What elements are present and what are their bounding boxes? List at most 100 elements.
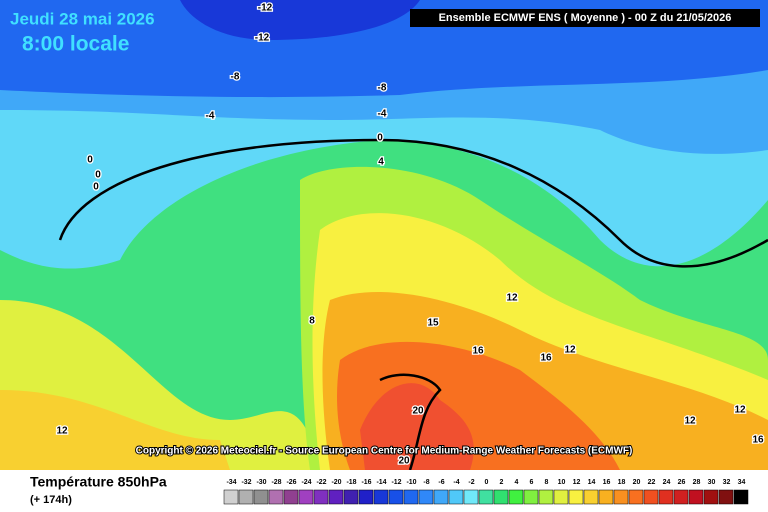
colorbar-label: 18	[618, 479, 626, 486]
contour-label: 12	[684, 416, 696, 427]
colorbar-label: 34	[738, 479, 746, 486]
twenty-isotherm	[379, 373, 442, 471]
colorbar-swatch	[478, 489, 494, 505]
colorbar-swatch	[613, 489, 629, 505]
colorbar-label: -22	[316, 479, 326, 486]
colorbar-swatch	[448, 489, 464, 505]
colorbar-label: 20	[633, 479, 641, 486]
colorbar-swatch	[328, 489, 344, 505]
lead-time: (+ 174h)	[30, 494, 72, 506]
colorbar-label: -32	[241, 479, 251, 486]
colorbar-swatch	[253, 489, 269, 505]
colorbar-swatch	[298, 489, 314, 505]
colorbar-swatch	[418, 489, 434, 505]
colorbar-swatch	[223, 489, 239, 505]
zero-isotherm	[58, 138, 768, 268]
colorbar-swatch	[628, 489, 644, 505]
colorbar-label: 4	[515, 479, 519, 486]
colorbar-label: 0	[485, 479, 489, 486]
colorbar-label: 10	[558, 479, 566, 486]
colorbar-swatch	[643, 489, 659, 505]
colorbar-label: 26	[678, 479, 686, 486]
contour-label: 15	[427, 318, 439, 329]
colorbar-label: 32	[723, 479, 731, 486]
contour-label: -8	[231, 72, 240, 83]
colorbar-label: -24	[301, 479, 311, 486]
colorbar-label: -6	[438, 479, 444, 486]
contour-label: 16	[540, 353, 552, 364]
colorbar-label: 28	[693, 479, 701, 486]
colorbar-swatch	[598, 489, 614, 505]
colorbar-swatch	[658, 489, 674, 505]
colorbar-label: -30	[256, 479, 266, 486]
colorbar-label: 2	[500, 479, 504, 486]
colorbar-label: -12	[391, 479, 401, 486]
contour-label: -4	[206, 111, 215, 122]
colorbar-label: 30	[708, 479, 716, 486]
header-box	[410, 9, 760, 27]
colorbar-label: 6	[530, 479, 534, 486]
contour-label: 8	[309, 316, 315, 327]
subtitle: 8:00 locale	[22, 33, 129, 56]
colorbar: -34 -32 -30 -28 -26 -24 -22 -20 -18 -16 -14 -12 -10-…	[223, 479, 749, 505]
colorbar-swatch	[238, 489, 254, 505]
contour-label: 4	[378, 157, 384, 168]
band-darkblue	[180, 0, 420, 40]
copyright: Copyright © 2026 Meteociel.fr - Source E…	[136, 446, 633, 457]
colorbar-swatch	[283, 489, 299, 505]
colorbar-swatch	[703, 489, 719, 505]
colorbar-label: -2	[468, 479, 474, 486]
band-orange-sw	[0, 390, 230, 470]
contour-labels: -12-12-8-8-4 -400004812121212151616202012…	[55, 1, 765, 468]
colorbar-label: 14	[588, 479, 596, 486]
colorbar-swatch	[583, 489, 599, 505]
contour-label: -8	[378, 83, 387, 94]
contour-label: 0	[377, 133, 383, 144]
contour-label: 0	[95, 170, 101, 181]
colorbar-swatch	[433, 489, 449, 505]
contour-label: 0	[93, 182, 99, 193]
colorbar-swatch	[508, 489, 524, 505]
colorbar-label: -18	[346, 479, 356, 486]
contour-label: -4	[378, 109, 387, 120]
colorbar-label: -10	[406, 479, 416, 486]
colorbar-swatch	[343, 489, 359, 505]
colorbar-swatch	[493, 489, 509, 505]
colorbar-label: -16	[361, 479, 371, 486]
colorbar-label: 24	[663, 479, 671, 486]
colorbar-swatch	[403, 489, 419, 505]
colorbar-swatch	[718, 489, 734, 505]
colorbar-swatch	[358, 489, 374, 505]
colorbar-label: -4	[453, 479, 459, 486]
contour-label: 16	[752, 435, 764, 446]
header: Ensemble ECMWF ENS ( Moyenne ) - 00 Z du…	[439, 12, 732, 24]
contour-label: -12	[255, 33, 270, 44]
colorbar-swatch	[523, 489, 539, 505]
contour-label: 16	[472, 346, 484, 357]
contour-label: 12	[564, 345, 576, 356]
colorbar-label: 8	[545, 479, 549, 486]
band-red	[360, 383, 474, 470]
colorbar-label: -8	[423, 479, 429, 486]
colorbar-label: 22	[648, 479, 656, 486]
colorbar-label: -14	[376, 479, 386, 486]
contour-label: 20	[398, 456, 410, 467]
colorbar-label: -26	[286, 479, 296, 486]
colorbar-swatch	[733, 489, 749, 505]
contour-label: -12	[258, 3, 273, 14]
contour-label: 0	[87, 155, 93, 166]
colorbar-label: -34	[226, 479, 236, 486]
colorbar-label: -20	[331, 479, 341, 486]
colorbar-swatch	[463, 489, 479, 505]
colorbar-swatch	[373, 489, 389, 505]
title: Jeudi 28 mai 2026	[10, 9, 155, 28]
colorbar-label: 16	[603, 479, 611, 486]
variable: Température 850hPa	[30, 474, 167, 490]
colorbar-swatch	[268, 489, 284, 505]
contour-label: 20	[412, 406, 424, 417]
colorbar-label: 12	[573, 479, 581, 486]
colorbar-swatch	[568, 489, 584, 505]
contour-label: 12	[56, 426, 68, 437]
